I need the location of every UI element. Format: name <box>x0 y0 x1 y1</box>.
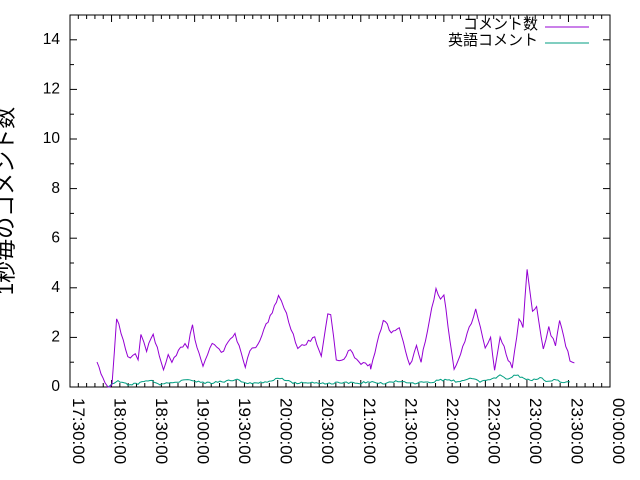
svg-text:14: 14 <box>43 31 61 48</box>
svg-text:コメント数: コメント数 <box>463 16 538 33</box>
svg-text:2: 2 <box>51 329 60 346</box>
svg-text:6: 6 <box>51 229 60 246</box>
svg-text:1秒毎のコメント数: 1秒毎のコメント数 <box>0 107 18 295</box>
svg-text:23:00:00: 23:00:00 <box>526 398 545 464</box>
svg-text:8: 8 <box>51 180 60 197</box>
svg-text:00:00:00: 00:00:00 <box>609 398 628 464</box>
svg-text:12: 12 <box>43 81 60 98</box>
svg-text:21:30:00: 21:30:00 <box>401 398 420 464</box>
svg-text:20:30:00: 20:30:00 <box>318 398 337 464</box>
svg-text:10: 10 <box>43 130 61 147</box>
svg-text:19:00:00: 19:00:00 <box>194 398 213 464</box>
svg-text:英語コメント: 英語コメント <box>448 31 538 49</box>
svg-text:21:00:00: 21:00:00 <box>360 398 379 464</box>
svg-text:18:30:00: 18:30:00 <box>152 398 171 464</box>
svg-text:22:00:00: 22:00:00 <box>443 398 462 464</box>
svg-text:17:30:00: 17:30:00 <box>69 398 88 464</box>
svg-text:22:30:00: 22:30:00 <box>484 398 503 464</box>
svg-text:19:30:00: 19:30:00 <box>235 398 254 464</box>
svg-text:18:00:00: 18:00:00 <box>111 398 130 464</box>
svg-text:0: 0 <box>51 378 60 395</box>
svg-text:20:00:00: 20:00:00 <box>277 398 296 464</box>
svg-text:4: 4 <box>51 279 60 296</box>
svg-text:23:30:00: 23:30:00 <box>567 398 586 464</box>
